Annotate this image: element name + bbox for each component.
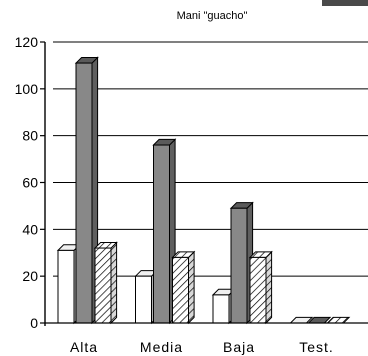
- bar-side: [265, 250, 273, 325]
- bar-front: [230, 207, 248, 324]
- x-category-label: Test.: [299, 339, 334, 355]
- y-tick-label: 80: [22, 128, 38, 144]
- legend-fragment: [322, 0, 368, 6]
- bar: [93, 241, 118, 325]
- x-category-label: Media: [140, 339, 183, 355]
- bar-front: [249, 256, 267, 324]
- bar-front: [75, 62, 93, 324]
- bar-front: [57, 249, 75, 324]
- bar-front: [153, 144, 170, 324]
- chart-title: Mani "guacho": [177, 10, 248, 22]
- y-tick-label: 60: [22, 175, 38, 191]
- bar: [248, 250, 273, 325]
- bar: [152, 138, 177, 325]
- y-tick-label: 20: [22, 268, 38, 284]
- x-category-label: Alta: [70, 339, 98, 355]
- axes: [40, 41, 368, 326]
- bar-top: [326, 316, 351, 324]
- bar: [171, 250, 196, 325]
- y-tick-labels: 0 20 40 60 80 100 120: [15, 34, 39, 331]
- bar-front: [135, 275, 152, 324]
- y-tick-label: 100: [15, 81, 39, 97]
- bar: [326, 316, 351, 324]
- x-category-labels: Alta Media Baja Test.: [70, 339, 334, 355]
- y-tick-label: 40: [22, 221, 38, 237]
- y-tick-label: 120: [15, 34, 39, 50]
- x-category-label: Baja: [223, 339, 255, 355]
- gridlines: [53, 41, 368, 277]
- bar-front: [212, 294, 230, 324]
- y-tick-label: 0: [30, 315, 38, 331]
- bar-side: [188, 250, 195, 325]
- bar-side: [110, 241, 118, 325]
- bar: [229, 201, 254, 325]
- bar-front: [94, 247, 112, 324]
- bar: [56, 243, 81, 325]
- bar: [74, 56, 99, 325]
- bar-front: [172, 256, 189, 324]
- bars: [56, 56, 351, 325]
